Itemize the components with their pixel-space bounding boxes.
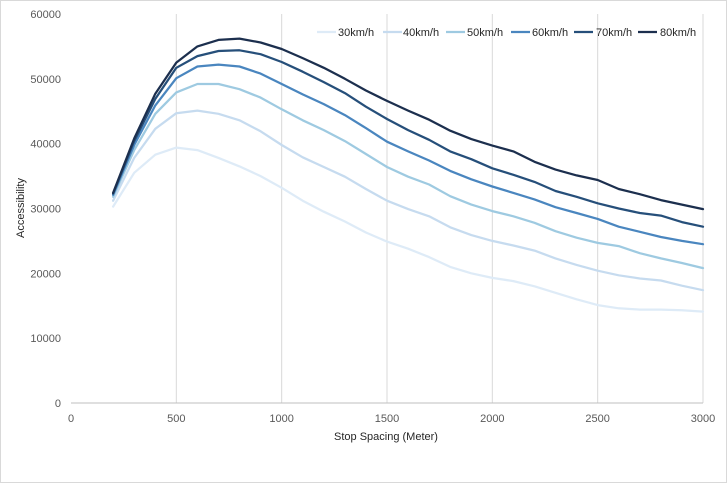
legend: 30km/h 40km/h 50km/h 60km/h 70km/h 80km/h [317,27,696,39]
series-line-40km-h [111,109,705,292]
series-line-80km-h [111,37,705,211]
y-tick-label: 0 [55,398,61,410]
axes: 0 500 1000 1500 2000 2500 30000100002000030000… [30,9,715,425]
x-tick-label: 500 [167,413,185,425]
x-tick-label: 2000 [480,413,504,425]
series-line-60km-h [111,63,705,246]
legend-label: 40km/h [403,27,439,39]
y-tick-label: 40000 [30,139,61,151]
y-axis-title: Accessibility [15,178,27,238]
y-tick-label: 50000 [30,74,61,86]
legend-label: 60km/h [532,27,568,39]
x-tick-label: 1000 [269,413,293,425]
legend-label: 30km/h [338,27,374,39]
y-tick-label: 10000 [30,333,61,345]
legend-label: 50km/h [467,27,503,39]
x-tick-label: 0 [68,413,74,425]
x-tick-label: 1500 [375,413,399,425]
x-tick-label: 3000 [691,413,715,425]
y-tick-label: 20000 [30,268,61,280]
legend-label: 70km/h [596,27,632,39]
series-line-30km-h [111,146,705,313]
x-tick-label: 2500 [585,413,609,425]
series-line-70km-h [111,49,705,228]
y-tick-label: 30000 [30,204,61,216]
x-axis-title: Stop Spacing (Meter) [334,431,438,443]
series-lines [111,37,705,313]
y-tick-label: 60000 [30,9,61,21]
legend-label: 80km/h [660,27,696,39]
series-line-50km-h [111,82,705,270]
